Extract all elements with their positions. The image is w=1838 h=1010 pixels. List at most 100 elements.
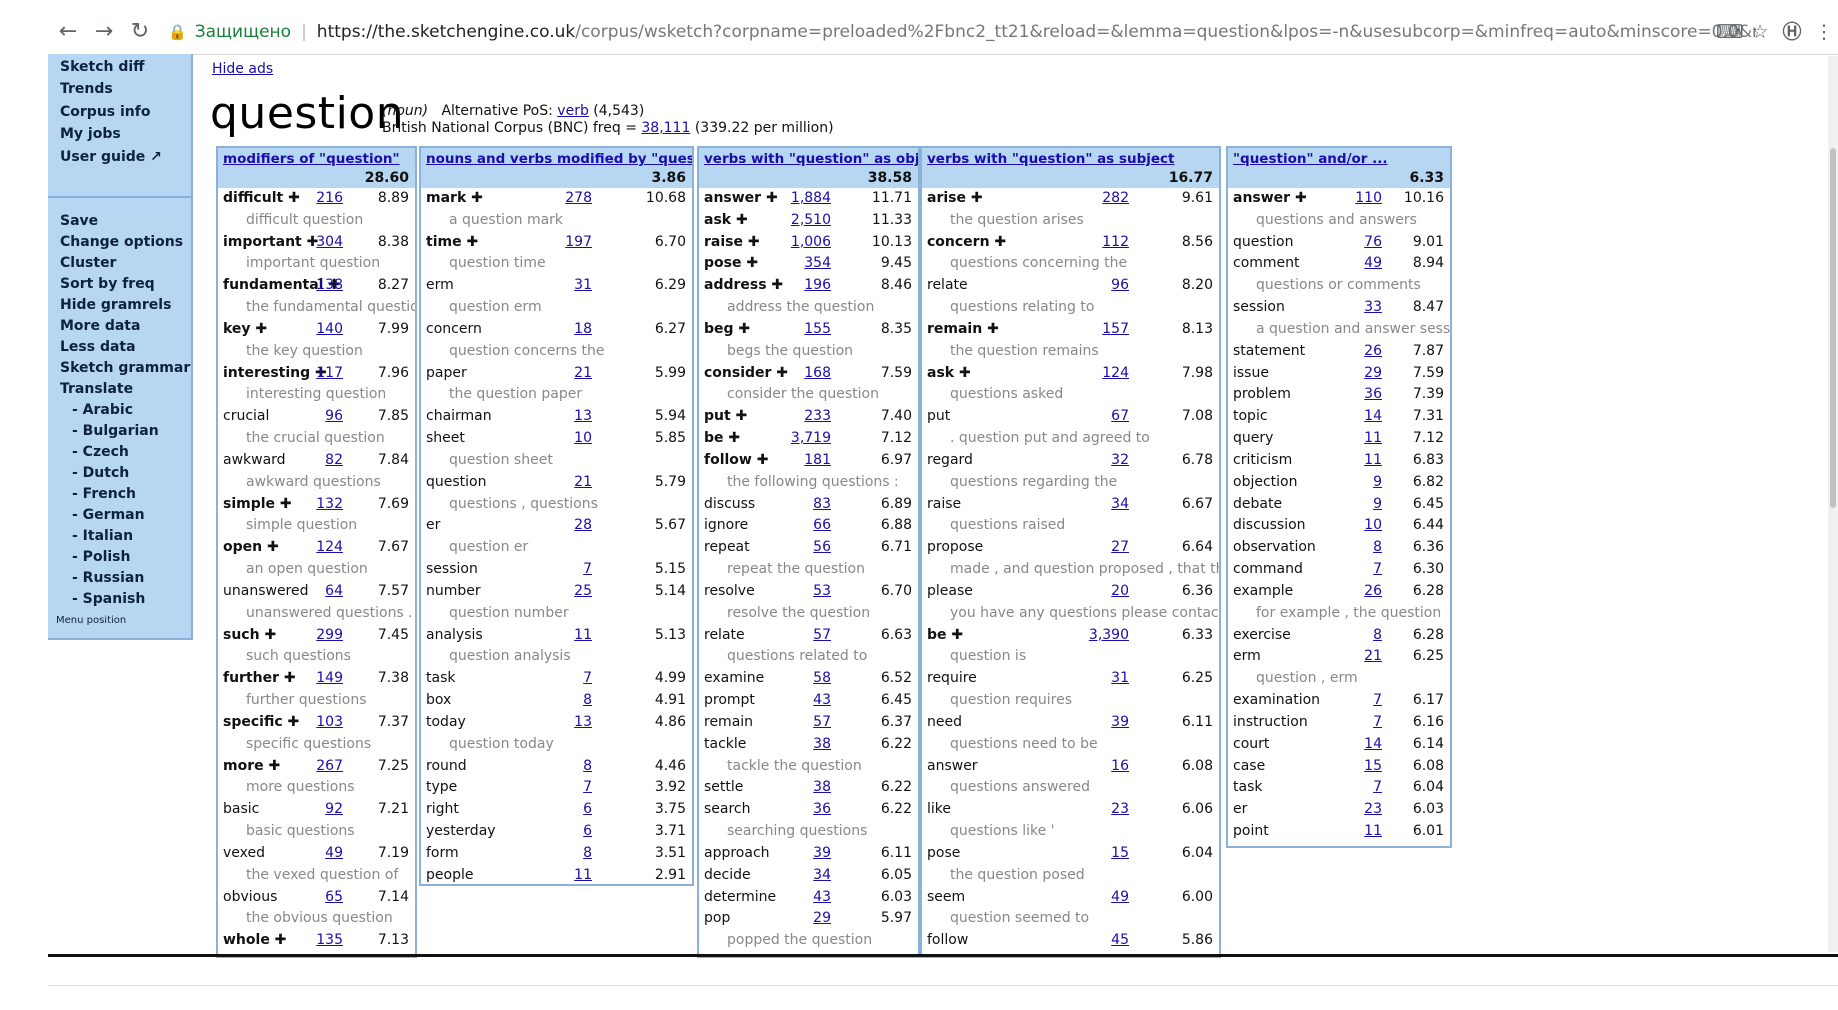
menu-item-less-data[interactable]: Less data	[60, 339, 136, 355]
expand-plus-icon[interactable]: ✚	[733, 320, 751, 337]
collocate-word[interactable]: erm	[1233, 648, 1261, 664]
collocate-word[interactable]: please	[927, 583, 973, 599]
collocate-word[interactable]: raise	[927, 496, 961, 512]
collocate-word[interactable]: remain	[704, 714, 753, 730]
menu-item-user-guide[interactable]: User guide ↗	[60, 149, 162, 165]
menu-item-spanish[interactable]: - Spanish	[72, 591, 146, 607]
collocate-word[interactable]: relate	[704, 627, 745, 643]
collocate-word[interactable]: propose	[927, 539, 983, 555]
collocate-word[interactable]: basic	[223, 801, 259, 817]
menu-item-cluster[interactable]: Cluster	[60, 255, 117, 271]
collocate-word[interactable]: be ✚	[704, 430, 740, 446]
collocate-word[interactable]: command	[1233, 561, 1303, 577]
collocate-frequency-link[interactable]: 36	[1364, 386, 1382, 403]
collocate-frequency-link[interactable]: 15	[1111, 844, 1129, 861]
collocate-frequency-link[interactable]: 32	[1111, 451, 1129, 468]
collocate-frequency-link[interactable]: 26	[1364, 342, 1382, 359]
collocate-word[interactable]: further ✚	[223, 670, 296, 686]
collocate-word[interactable]: consider ✚	[704, 365, 788, 381]
collocate-word[interactable]: be ✚	[927, 627, 963, 643]
collocate-word[interactable]: remain ✚	[927, 321, 999, 337]
collocate-frequency-link[interactable]: 11	[1364, 451, 1382, 468]
collocate-word[interactable]: type	[426, 779, 457, 795]
gramrel-title[interactable]: modifiers of "question"	[223, 151, 400, 167]
collocate-frequency-link[interactable]: 49	[1364, 255, 1382, 272]
collocate-frequency-link[interactable]: 3,390	[1088, 626, 1129, 643]
collocate-frequency-link[interactable]: 64	[325, 582, 343, 599]
collocate-frequency-link[interactable]: 216	[316, 190, 343, 206]
collocate-word[interactable]: arise ✚	[927, 190, 983, 206]
menu-item-my-jobs[interactable]: My jobs	[60, 126, 121, 142]
collocate-word[interactable]: seem	[927, 889, 965, 905]
collocate-word[interactable]: today	[426, 714, 466, 730]
expand-plus-icon[interactable]: ✚	[946, 626, 964, 643]
collocate-frequency-link[interactable]: 140	[316, 320, 343, 337]
menu-item-change-options[interactable]: Change options	[60, 234, 184, 250]
collocate-word[interactable]: objection	[1233, 474, 1297, 490]
collocate-word[interactable]: mark ✚	[426, 190, 483, 206]
back-arrow-icon[interactable]: ←	[58, 19, 78, 44]
collocate-word[interactable]: fundamental ✚	[223, 277, 340, 293]
menu-item-sketch-diff[interactable]: Sketch diff	[60, 59, 145, 75]
collocate-word[interactable]: er	[426, 517, 440, 533]
collocate-frequency-link[interactable]: 11	[574, 866, 592, 883]
collocate-word[interactable]: more ✚	[223, 758, 280, 774]
collocate-word[interactable]: follow	[927, 932, 968, 948]
collocate-word[interactable]: comment	[1233, 255, 1300, 271]
hide-ads-link[interactable]: Hide ads	[212, 61, 274, 77]
menu-item-translate[interactable]: Translate	[60, 381, 134, 397]
collocate-frequency-link[interactable]: 39	[813, 844, 831, 861]
expand-plus-icon[interactable]: ✚	[282, 713, 300, 730]
collocate-frequency-link[interactable]: 1,006	[790, 233, 831, 250]
collocate-frequency-link[interactable]: 117	[316, 364, 343, 381]
collocate-word[interactable]: example	[1233, 583, 1293, 599]
collocate-frequency-link[interactable]: 49	[325, 844, 343, 861]
expand-plus-icon[interactable]: ✚	[259, 626, 277, 643]
collocate-word[interactable]: answer ✚	[704, 190, 778, 206]
collocate-word[interactable]: box	[426, 692, 451, 708]
collocate-frequency-link[interactable]: 233	[804, 408, 831, 425]
collocate-frequency-link[interactable]: 34	[1111, 495, 1129, 512]
scrollbar-thumb[interactable]	[1830, 148, 1836, 508]
translate-icon[interactable]: ⌨	[1716, 21, 1744, 43]
collocate-word[interactable]: number	[426, 583, 481, 599]
expand-plus-icon[interactable]: ✚	[741, 255, 759, 272]
collocate-frequency-link[interactable]: 21	[1364, 648, 1382, 665]
collocate-frequency-link[interactable]: 83	[813, 495, 831, 512]
expand-plus-icon[interactable]: ✚	[954, 364, 971, 381]
collocate-frequency-link[interactable]: 8	[1373, 539, 1382, 556]
collocate-frequency-link[interactable]: 7	[1373, 713, 1382, 730]
collocate-frequency-link[interactable]: 20	[1111, 582, 1129, 599]
menu-item-bulgarian[interactable]: - Bulgarian	[72, 423, 159, 439]
collocate-frequency-link[interactable]: 7	[583, 779, 592, 796]
horizontal-scrollbar[interactable]	[48, 954, 1838, 957]
menu-item-save[interactable]: Save	[60, 213, 99, 229]
collocate-word[interactable]: pose ✚	[704, 255, 758, 271]
collocate-frequency-link[interactable]: 8	[1373, 626, 1382, 643]
collocate-frequency-link[interactable]: 67	[1111, 408, 1129, 425]
expand-plus-icon[interactable]: ✚	[262, 539, 279, 556]
collocate-frequency-link[interactable]: 299	[316, 626, 343, 643]
collocate-word[interactable]: need	[927, 714, 962, 730]
collocate-word[interactable]: put ✚	[704, 408, 747, 424]
expand-plus-icon[interactable]: ✚	[730, 408, 748, 425]
collocate-word[interactable]: pop	[704, 910, 730, 926]
collocate-word[interactable]: answer ✚	[1233, 190, 1307, 206]
extension-icon[interactable]: Ⓗ	[1782, 21, 1802, 43]
collocate-word[interactable]: concern ✚	[927, 234, 1006, 250]
expand-plus-icon[interactable]: ✚	[751, 451, 769, 468]
collocate-frequency-link[interactable]: 25	[574, 582, 592, 599]
collocate-word[interactable]: sheet	[426, 430, 465, 446]
collocate-word[interactable]: criticism	[1233, 452, 1292, 468]
collocate-frequency-link[interactable]: 96	[1111, 277, 1129, 294]
collocate-frequency-link[interactable]: 10	[1364, 517, 1382, 534]
collocate-word[interactable]: simple ✚	[223, 496, 292, 512]
menu-item-trends[interactable]: Trends	[60, 81, 113, 97]
collocate-frequency-link[interactable]: 15	[1364, 757, 1382, 774]
collocate-frequency-link[interactable]: 2,510	[790, 211, 831, 228]
collocate-word[interactable]: follow ✚	[704, 452, 768, 468]
collocate-frequency-link[interactable]: 57	[813, 626, 831, 643]
collocate-word[interactable]: round	[426, 758, 467, 774]
collocate-frequency-link[interactable]: 56	[813, 539, 831, 556]
collocate-frequency-link[interactable]: 267	[316, 757, 343, 774]
